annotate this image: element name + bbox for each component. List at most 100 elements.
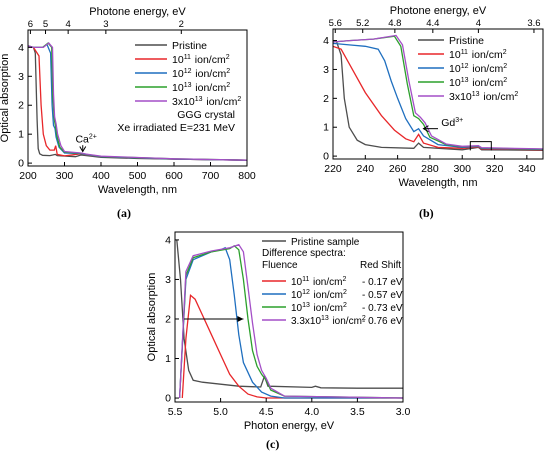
- x-tick-label-c-1: 5.0: [213, 406, 228, 418]
- series-line-c-3: [178, 244, 403, 399]
- series-line-c-0: [176, 239, 403, 389]
- annotation-irradiation: Xe irradiated E=231 MeV: [117, 122, 235, 134]
- y-tick-label-a-3: 3: [18, 71, 24, 83]
- x-tick-label-b-0: 220: [324, 163, 342, 175]
- y-tick-label-b-2: 2: [323, 93, 329, 105]
- y-tick-label-b-0: 0: [323, 151, 329, 163]
- x-tick-label-c-0: 5.5: [168, 406, 183, 418]
- x-axis-label-c: Photon energy, eV: [244, 420, 335, 432]
- top-tick-label-b-0: 5.6: [329, 18, 342, 29]
- top-axis-label-b: Photone energy, eV: [390, 5, 487, 17]
- x-tick-label-c-5: 3.0: [396, 406, 411, 418]
- legend-label-b-0: Pristine: [449, 35, 484, 47]
- annotation-bracket: [469, 141, 492, 151]
- x-tick-label-a-2: 400: [92, 170, 110, 182]
- x-tick-label-a-0: 200: [19, 170, 37, 182]
- y-tick-label-a-0: 0: [18, 158, 24, 170]
- shift-arrowhead: [237, 315, 244, 322]
- plot-frame-b: [332, 28, 544, 160]
- annotation-gd-ion: Gd3+: [441, 117, 464, 129]
- legend-label-c-1: 1011 ion/cm2: [291, 276, 347, 288]
- legend-label-a-3: 1013 ion/cm2: [172, 82, 231, 94]
- top-tick-label-b-3: 4.4: [426, 18, 439, 29]
- y-tick-label-a-2: 2: [18, 100, 24, 112]
- x-tick-label-b-2: 260: [389, 163, 407, 175]
- y-tick-label-c-4: 4: [165, 234, 171, 246]
- legend-label-b-2: 1012 ion/cm2: [449, 63, 508, 75]
- top-tick-label-b-5: 3.6: [527, 18, 540, 29]
- legend-label-b-4: 3x1013 ion/cm2: [449, 91, 519, 103]
- top-tick-label-a-0: 6: [28, 19, 33, 30]
- y-tick-label-a-1: 1: [18, 129, 24, 141]
- legend-shift-c-3: - 0.73 eV: [362, 303, 403, 314]
- annotation-ca-ion: Ca2+: [75, 133, 97, 145]
- legend-label-c-0: Pristine sample: [291, 237, 360, 248]
- plot-frame-c: [174, 231, 404, 403]
- x-tick-label-b-5: 320: [486, 163, 504, 175]
- legend-col1-c: Fluence: [262, 260, 298, 271]
- top-axis-label-a: Photone energy, eV: [89, 6, 186, 18]
- x-tick-label-b-1: 240: [357, 163, 375, 175]
- top-tick-label-b-4: 4: [476, 18, 481, 29]
- y-tick-label-c-0: 0: [165, 393, 171, 405]
- x-tick-label-a-5: 700: [202, 170, 220, 182]
- y-tick-label-c-2: 2: [165, 313, 171, 325]
- caption-a: (a): [117, 206, 131, 220]
- x-tick-label-c-4: 3.5: [350, 406, 365, 418]
- series-line-b-4: [333, 34, 543, 150]
- x-axis-label-b: Wavelength, nm: [398, 177, 477, 189]
- annotation-crystal: GGG crystal: [177, 109, 235, 121]
- x-tick-label-a-4: 600: [165, 170, 183, 182]
- top-tick-label-b-1: 5.2: [356, 18, 369, 29]
- series-line-c-2: [178, 246, 403, 399]
- legend-label-a-0: Pristine: [172, 40, 207, 52]
- top-tick-label-a-2: 4: [66, 19, 71, 30]
- series-line-c-4: [178, 243, 403, 399]
- annotation-ca-arrowhead: [79, 146, 87, 153]
- top-tick-label-b-2: 4.8: [388, 18, 401, 29]
- x-tick-label-b-3: 280: [421, 163, 439, 175]
- y-tick-label-b-4: 4: [323, 35, 329, 47]
- legend-label-c-2: 1012 ion/cm2: [291, 289, 348, 301]
- legend-label-b-1: 1011 ion/cm2: [449, 49, 508, 61]
- y-tick-label-a-4: 4: [18, 42, 24, 54]
- caption-c: (c): [266, 437, 280, 451]
- legend-subtitle-c: Difference spectra:: [262, 248, 346, 259]
- top-tick-label-a-4: 2: [179, 19, 184, 30]
- legend-label-a-4: 3x1013 ion/cm2: [172, 96, 242, 108]
- x-tick-label-a-1: 300: [56, 170, 74, 182]
- legend-label-a-1: 1011 ion/cm2: [172, 54, 231, 66]
- y-axis-label-c: Optical absorption: [146, 273, 158, 362]
- x-tick-label-b-6: 340: [518, 163, 536, 175]
- x-tick-label-a-3: 500: [129, 170, 147, 182]
- series-line-a-4: [28, 42, 247, 161]
- series-line-b-1: [333, 45, 543, 151]
- legend-shift-c-4: - 0.76 eV: [362, 316, 403, 327]
- y-tick-label-b-1: 1: [323, 122, 329, 134]
- series-line-b-0: [333, 39, 543, 151]
- top-tick-label-a-3: 3: [103, 19, 108, 30]
- legend-label-c-4: 3.3x1013 ion/cm2: [291, 315, 367, 327]
- x-tick-label-c-3: 4.0: [304, 406, 319, 418]
- y-tick-label-c-3: 3: [165, 274, 171, 286]
- annotation-gd-arrowhead: [422, 125, 429, 133]
- legend-shift-c-2: - 0.57 eV: [362, 290, 403, 301]
- series-line-c-1: [181, 294, 403, 399]
- x-tick-label-a-6: 800: [238, 170, 256, 182]
- caption-b: (b): [419, 206, 434, 220]
- legend-shift-c-1: - 0.17 eV: [362, 277, 403, 288]
- x-axis-label-a: Wavelength, nm: [98, 184, 177, 196]
- legend-col2-c: Red Shift: [360, 260, 401, 271]
- legend-label-a-2: 1012 ion/cm2: [172, 68, 231, 80]
- x-tick-label-b-4: 300: [453, 163, 471, 175]
- x-tick-label-c-2: 4.5: [259, 406, 274, 418]
- y-axis-label-a: Optical absorption: [0, 54, 11, 143]
- legend-label-b-3: 1013 ion/cm2: [449, 77, 508, 89]
- chart-c: 5.5 5.0 4.5 4.0 3.5 3.0 0 1 2 3 4 Photon energy, eV…: [146, 231, 411, 432]
- y-tick-label-c-1: 1: [165, 353, 171, 365]
- legend-label-c-3: 1013 ion/cm2: [291, 302, 348, 314]
- y-tick-label-b-3: 3: [323, 64, 329, 76]
